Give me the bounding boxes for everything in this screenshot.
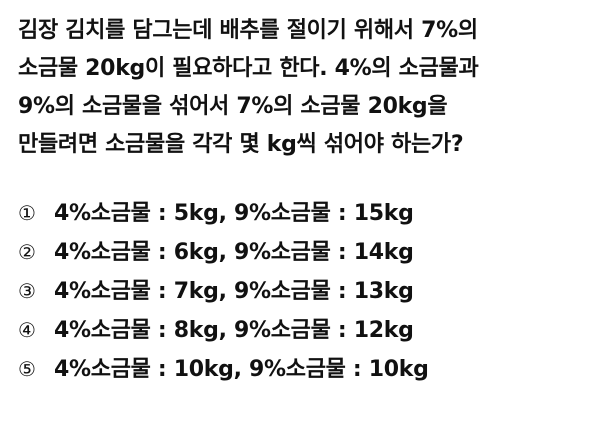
question-text: 김장 김치를 담그는데 배추를 절이기 위해서 7%의 소금물 20kg이 필요… [18, 12, 589, 164]
question-line-1: 김장 김치를 담그는데 배추를 절이기 위해서 7%의 [18, 18, 478, 43]
choice-1-text: 4%소금물 : 5kg, 9%소금물 : 15kg [54, 201, 414, 226]
choice-4[interactable]: ④ 4%소금물 : 8kg, 9%소금물 : 12kg [18, 311, 589, 350]
choice-2-text: 4%소금물 : 6kg, 9%소금물 : 14kg [54, 240, 414, 265]
question-line-3: 9%의 소금물을 섞어서 7%의 소금물 20kg을 [18, 94, 448, 119]
choice-2[interactable]: ② 4%소금물 : 6kg, 9%소금물 : 14kg [18, 233, 589, 272]
choice-5-number: ⑤ [18, 357, 36, 381]
choice-4-number: ④ [18, 318, 36, 342]
question-line-2: 소금물 20kg이 필요하다고 한다. 4%의 소금물과 [18, 56, 479, 81]
choice-3-text: 4%소금물 : 7kg, 9%소금물 : 13kg [54, 279, 414, 304]
choice-1[interactable]: ① 4%소금물 : 5kg, 9%소금물 : 15kg [18, 194, 589, 233]
choice-3[interactable]: ③ 4%소금물 : 7kg, 9%소금물 : 13kg [18, 272, 589, 311]
question-line-4: 만들려면 소금물을 각각 몇 kg씩 섞어야 하는가? [18, 132, 464, 157]
choice-5-text: 4%소금물 : 10kg, 9%소금물 : 10kg [54, 357, 429, 382]
answer-choices: ① 4%소금물 : 5kg, 9%소금물 : 15kg ② 4%소금물 : 6k… [18, 194, 589, 389]
choice-4-text: 4%소금물 : 8kg, 9%소금물 : 12kg [54, 318, 414, 343]
choice-3-number: ③ [18, 279, 36, 303]
choice-5[interactable]: ⑤ 4%소금물 : 10kg, 9%소금물 : 10kg [18, 350, 589, 389]
choice-1-number: ① [18, 201, 36, 225]
choice-2-number: ② [18, 240, 36, 264]
